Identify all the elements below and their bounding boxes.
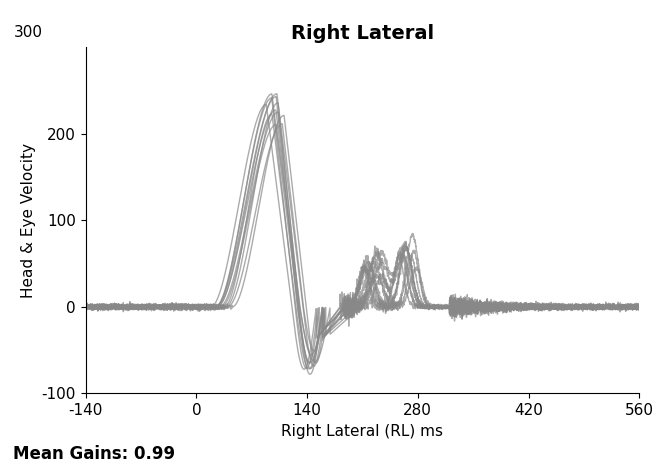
Y-axis label: Head & Eye Velocity: Head & Eye Velocity: [21, 143, 36, 298]
Text: 300: 300: [14, 26, 43, 40]
Title: Right Lateral: Right Lateral: [291, 24, 434, 43]
Text: Mean Gains: 0.99: Mean Gains: 0.99: [13, 445, 175, 463]
X-axis label: Right Lateral (RL) ms: Right Lateral (RL) ms: [281, 424, 444, 439]
